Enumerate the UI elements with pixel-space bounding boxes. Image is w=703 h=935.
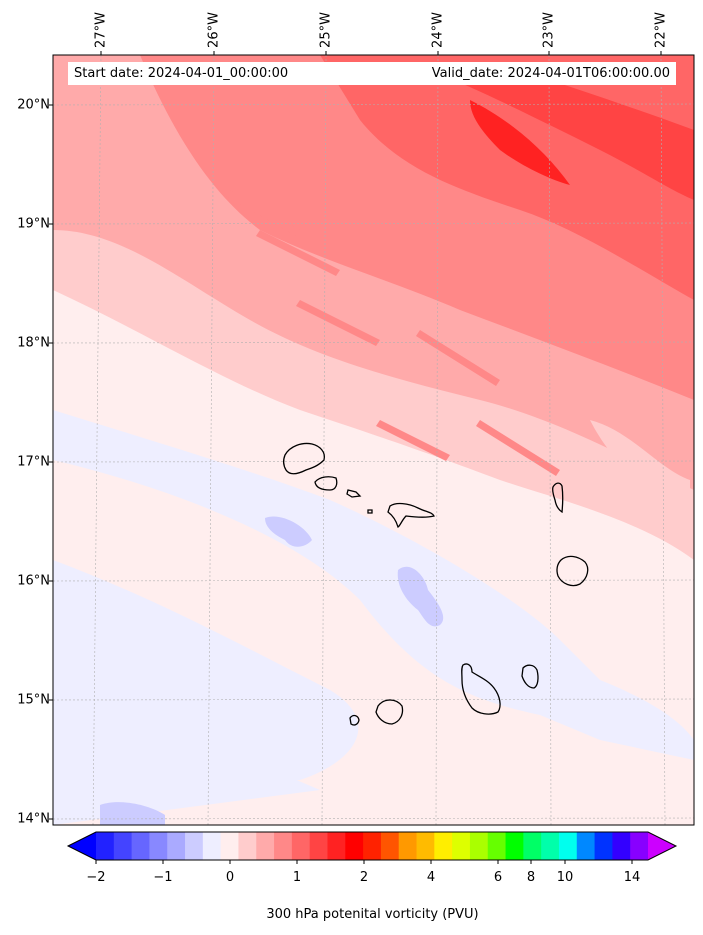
- island-sao-nicolau: [387, 502, 435, 528]
- colorbar-swatch: [558, 832, 578, 860]
- lon-ticks: [100, 51, 662, 55]
- island-brava: [349, 714, 360, 726]
- lat-label-20n: 20°N: [17, 97, 50, 113]
- colorbar-tick-label: −2: [86, 870, 106, 885]
- colorbar-tick-label: 10: [556, 870, 574, 885]
- lat-label-19n: 19°N: [17, 216, 50, 232]
- colorbar-extend-min: [68, 832, 96, 860]
- colorbar-swatch: [416, 832, 435, 860]
- colorbar-swatch: [238, 832, 257, 860]
- lon-label-26w: 26°W: [206, 12, 222, 48]
- lon-label-25w: 25°W: [318, 12, 334, 48]
- colorbar-swatch: [256, 832, 275, 860]
- island-santiago: [461, 663, 501, 715]
- island-santa-luzia: [346, 489, 362, 498]
- lat-label-18n: 18°N: [17, 335, 50, 351]
- map-frame: [52, 54, 695, 826]
- colorbar-swatch: [594, 832, 613, 860]
- island-fogo: [375, 699, 404, 725]
- valid-date-label: Valid_date: 2024-04-01T06:00:00.00: [431, 66, 670, 81]
- colorbar-swatch: [167, 832, 186, 860]
- colorbar-swatch: [131, 832, 150, 860]
- colorbar-swatch: [327, 832, 346, 860]
- colorbar-tick-label: 14: [623, 870, 641, 885]
- colorbar-swatch: [380, 832, 400, 860]
- colorbar-swatch: [96, 832, 115, 860]
- colorbar-swatch: [505, 832, 524, 860]
- lon-label-27w: 27°W: [93, 12, 109, 48]
- colorbar-swatch: [398, 832, 418, 860]
- colorbar-swatch: [202, 832, 222, 860]
- coastlines: [282, 442, 589, 726]
- colorbar-swatch: [113, 832, 133, 860]
- pv-band-2: [430, 70, 694, 200]
- lat-label-15n: 15°N: [17, 692, 50, 708]
- colorbar: [66, 831, 678, 864]
- island-sao-vicente: [314, 476, 338, 491]
- island-boa-vista: [556, 555, 589, 587]
- lat-label-16n: 16°N: [17, 573, 50, 589]
- colorbar-swatch: [523, 832, 542, 860]
- lon-label-24w: 24°W: [430, 12, 446, 48]
- colorbar-swatch: [149, 832, 168, 860]
- colorbar-swatch: [220, 832, 239, 860]
- pv-light-patches: [590, 420, 690, 510]
- colorbar-swatch: [309, 832, 328, 860]
- pv-contour-field: [53, 55, 694, 825]
- graticule: [53, 55, 694, 825]
- lat-ticks: [49, 104, 53, 820]
- colorbar-swatch: [469, 832, 489, 860]
- colorbar-swatch: [291, 832, 311, 860]
- pv-max-core: [470, 100, 570, 185]
- island-sal: [551, 482, 564, 514]
- colorbar-swatch: [363, 832, 382, 860]
- island-branco: [367, 509, 373, 514]
- lon-label-23w: 23°W: [541, 12, 557, 48]
- colorbar-extend-max: [648, 832, 676, 860]
- pv-near-zero-region: [53, 460, 694, 825]
- colorbar-swatch: [487, 832, 507, 860]
- colorbar-tick-label: 1: [292, 870, 302, 885]
- lat-label-17n: 17°N: [17, 454, 50, 470]
- colorbar-swatch: [576, 832, 596, 860]
- colorbar-swatch: [345, 832, 364, 860]
- colorbar-label: 300 hPa potenital vorticity (PVU): [266, 907, 479, 922]
- colorbar-tick-label: −1: [153, 870, 173, 885]
- start-date-label: Start date: 2024-04-01_00:00:00: [74, 66, 289, 81]
- colorbar-swatch: [630, 832, 649, 860]
- island-santo-antao: [282, 442, 326, 475]
- colorbar-swatch: [612, 832, 631, 860]
- date-info-box: Start date: 2024-04-01_00:00:00 Valid_da…: [68, 62, 676, 85]
- colorbar-swatch: [541, 832, 560, 860]
- colorbar-tick-label: 0: [225, 870, 235, 885]
- colorbar-swatch: [185, 832, 204, 860]
- colorbar-tick-label: 8: [526, 870, 536, 885]
- colorbar-swatch: [434, 832, 453, 860]
- lon-label-22w: 22°W: [653, 12, 669, 48]
- island-maio: [521, 664, 539, 689]
- colorbar-swatch: [452, 832, 471, 860]
- colorbar-tick-label: 6: [493, 870, 503, 885]
- pv-negative-blobs: [100, 516, 444, 825]
- pv-streaks: [226, 190, 560, 476]
- lat-label-14n: 14°N: [17, 811, 50, 827]
- colorbar-swatch: [274, 832, 293, 860]
- colorbar-tick-label: 2: [359, 870, 369, 885]
- colorbar-tick-label: 4: [426, 870, 436, 885]
